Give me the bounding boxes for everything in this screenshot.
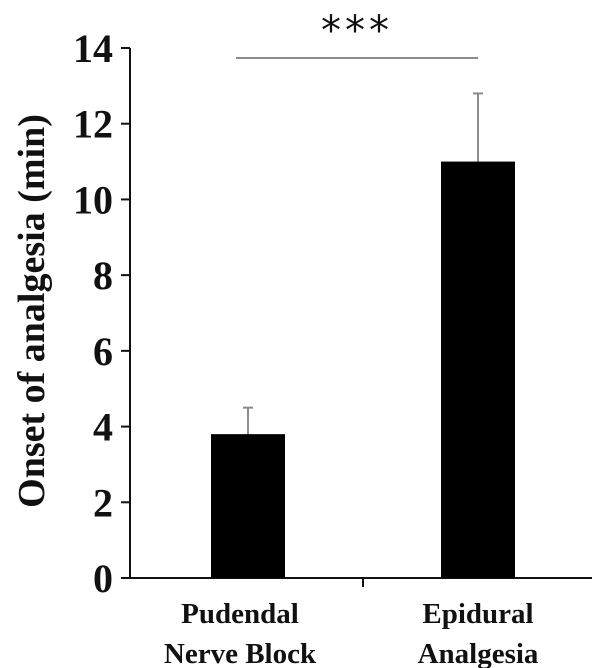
y-tick-label: 8 — [93, 253, 113, 298]
significance-label: *** — [321, 8, 393, 54]
y-tick-label: 4 — [93, 405, 113, 450]
y-tick-label: 14 — [73, 26, 113, 71]
bar-1 — [441, 161, 515, 579]
x-category-label: Epidural — [422, 598, 533, 630]
y-axis-title: Onset of analgesia (min) — [11, 114, 53, 508]
x-category-label: Nerve Block — [164, 638, 317, 668]
bar-0 — [211, 434, 285, 578]
x-category-label: Pudendal — [181, 598, 299, 630]
y-tick-label: 10 — [73, 177, 113, 222]
y-tick-label: 12 — [73, 102, 113, 147]
y-tick-label: 2 — [93, 480, 113, 525]
y-tick-label: 6 — [93, 329, 113, 374]
y-tick-label: 0 — [93, 556, 113, 601]
x-category-label: Analgesia — [418, 638, 539, 668]
